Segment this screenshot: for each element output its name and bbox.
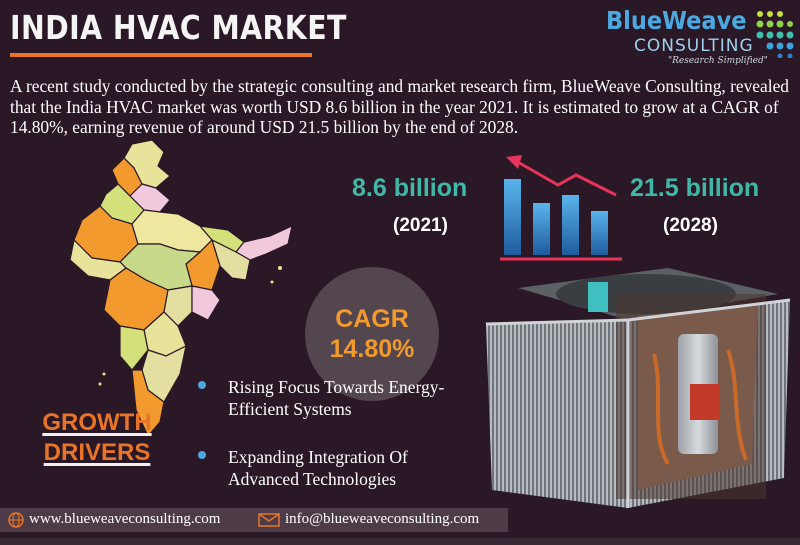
footer-website-link[interactable]: www.blueweaveconsulting.com xyxy=(29,511,221,527)
driver-item-1: Rising Focus Towards Energy-Efficient Sy… xyxy=(198,376,470,420)
driver-text-2: Expanding Integration Of Advanced Techno… xyxy=(228,447,408,489)
cagr-label: CAGR xyxy=(335,305,409,333)
footer-bar xyxy=(0,508,508,532)
year-2021: (2021) xyxy=(393,215,448,236)
year-2028: (2028) xyxy=(663,215,718,236)
logo-dots-icon xyxy=(756,11,794,58)
growth-heading-line1: GROWTH xyxy=(42,409,152,436)
trend-chart-icon xyxy=(500,155,622,261)
bullet-icon xyxy=(198,381,206,389)
cagr-value: 14.80% xyxy=(329,335,415,363)
brand-logo: BlueWeave CONSULTING "Research Simplifie… xyxy=(606,6,796,70)
bullet-icon xyxy=(198,451,206,459)
footer-email-link[interactable]: info@blueweaveconsulting.com xyxy=(285,511,480,527)
intro-paragraph: A recent study conducted by the strategi… xyxy=(10,76,789,137)
bottom-strip xyxy=(0,538,800,545)
value-2021: 8.6 billion xyxy=(352,174,468,202)
india-map-icon xyxy=(69,140,293,438)
title-block: INDIA HVAC MARKET xyxy=(10,8,402,47)
logo-tagline: "Research Simplified" xyxy=(668,56,768,66)
growth-drivers-heading: GROWTH DRIVERS xyxy=(14,408,180,468)
globe-icon xyxy=(8,512,24,528)
logo-brand: BlueWeave xyxy=(606,6,747,35)
ac-unit-icon xyxy=(485,268,791,508)
logo-subtitle: CONSULTING xyxy=(634,36,754,56)
driver-item-2: Expanding Integration Of Advanced Techno… xyxy=(198,446,470,490)
driver-text-1: Rising Focus Towards Energy-Efficient Sy… xyxy=(228,377,445,419)
page-title: INDIA HVAC MARKET xyxy=(10,8,347,47)
title-underline xyxy=(10,53,312,57)
value-2028: 21.5 billion xyxy=(630,174,760,202)
envelope-icon xyxy=(258,513,280,527)
growth-heading-line2: DRIVERS xyxy=(43,439,151,466)
cagr-badge: CAGR 14.80% xyxy=(305,267,439,401)
